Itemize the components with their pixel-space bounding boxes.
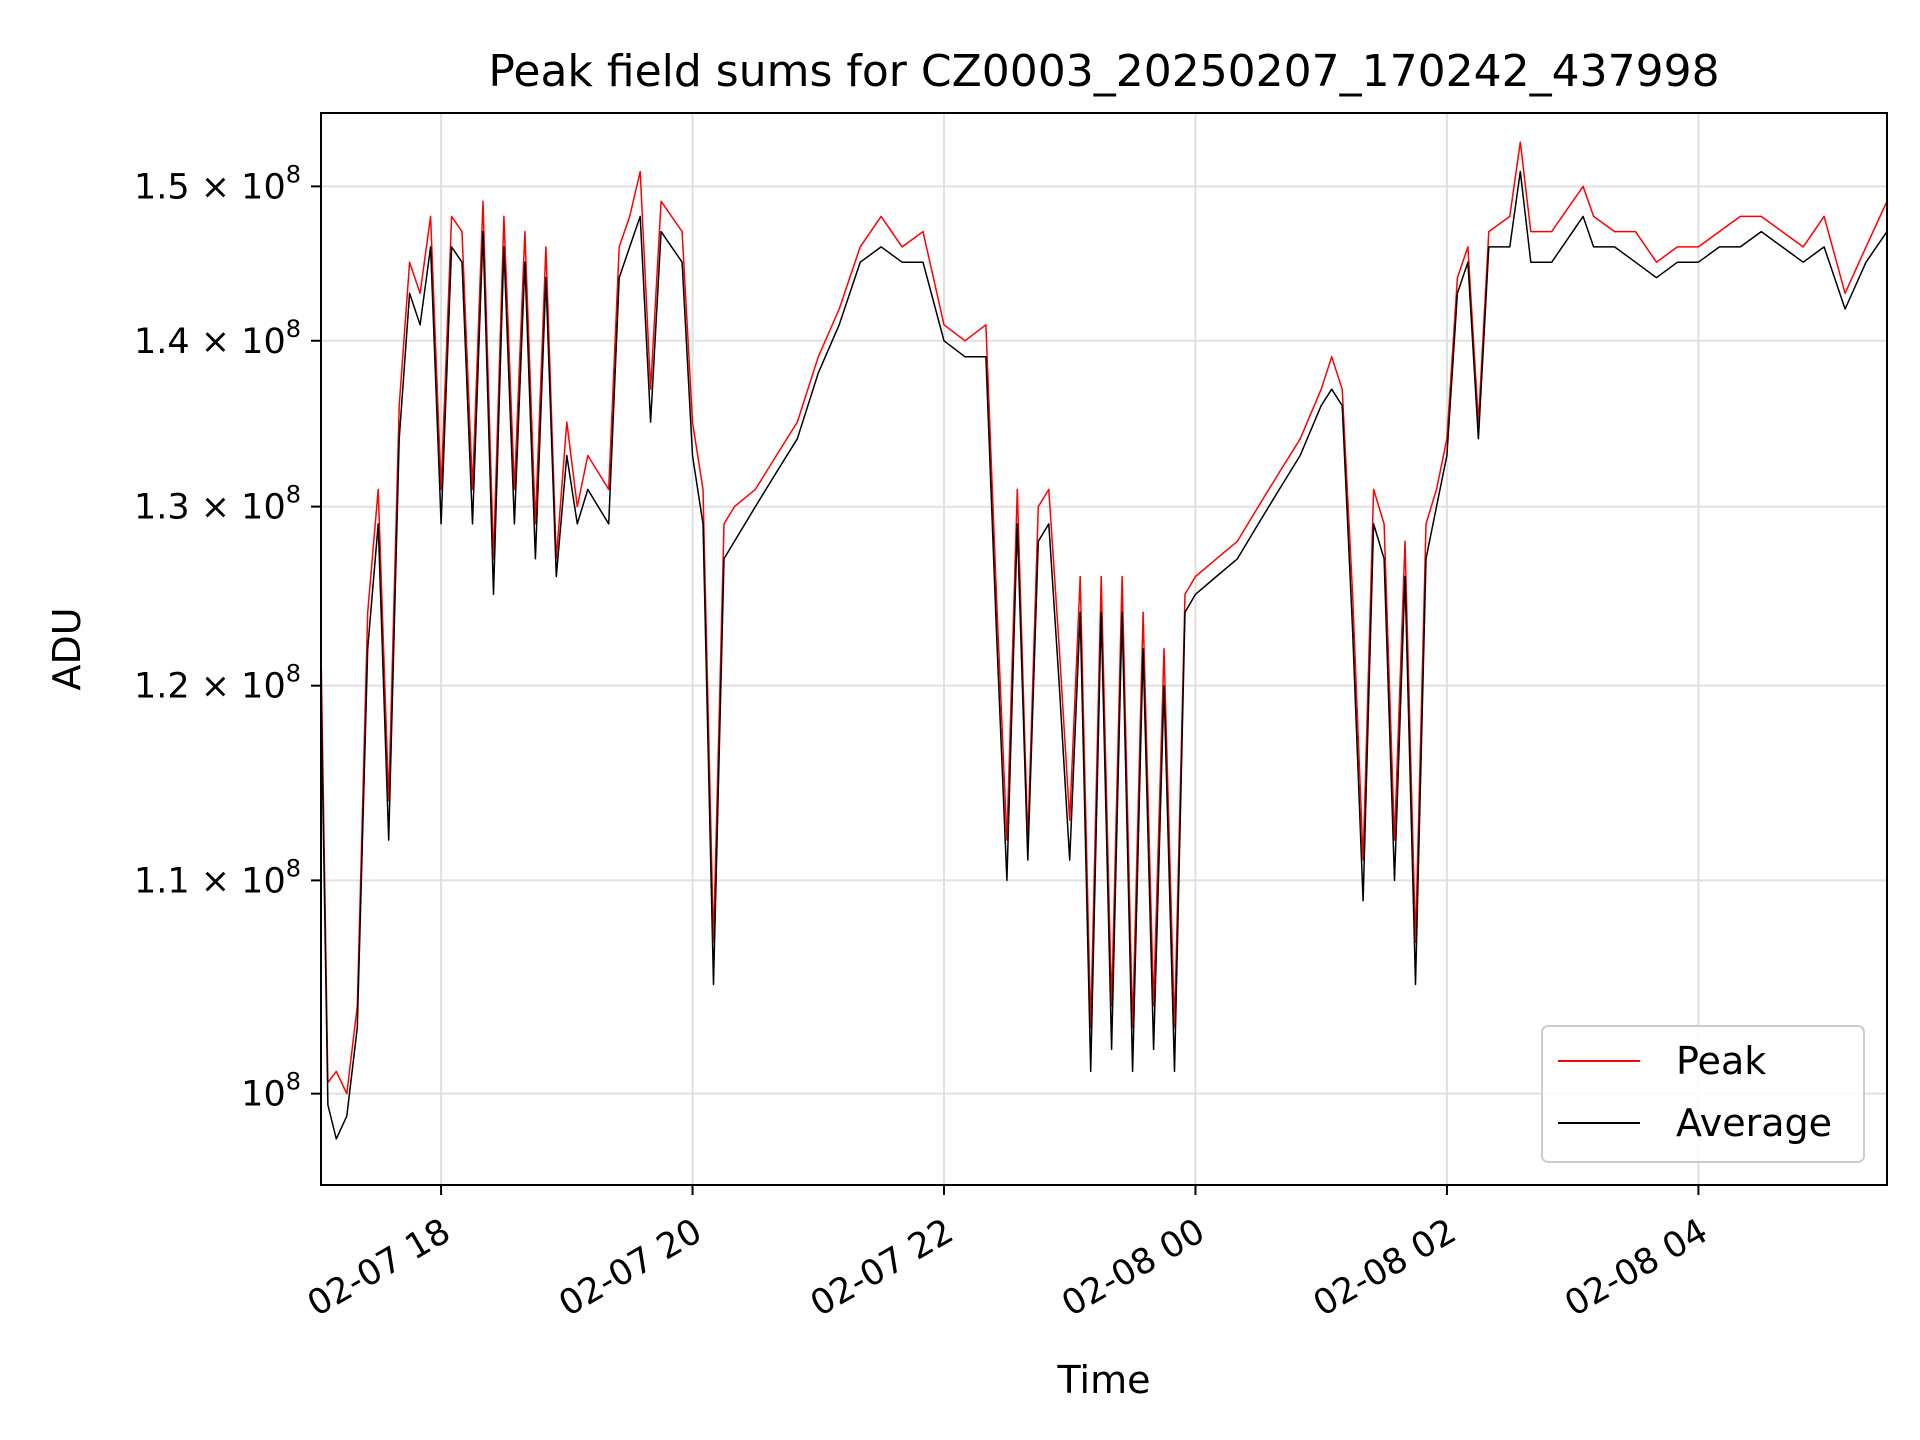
y-tick-mantissa: 1.3 × 10 bbox=[134, 488, 286, 528]
y-tick-mantissa: 10 bbox=[241, 1075, 286, 1115]
chart-title: Peak field sums for CZ0003_20250207_1702… bbox=[488, 46, 1719, 97]
series-line-average bbox=[321, 170, 1887, 1140]
y-tick-label: 1.4 × 108 bbox=[134, 315, 301, 362]
legend-label-peak: Peak bbox=[1676, 1039, 1766, 1083]
series-line-peak bbox=[321, 141, 1887, 1095]
x-axis-label: Time bbox=[1057, 1358, 1151, 1402]
y-tick-exponent: 8 bbox=[286, 160, 301, 188]
y-tick-exponent: 8 bbox=[286, 854, 301, 882]
y-axis-label: ADU bbox=[45, 607, 89, 690]
y-tick-label: 108 bbox=[241, 1068, 301, 1115]
y-tick-exponent: 8 bbox=[286, 1068, 301, 1096]
y-tick-label: 1.3 × 108 bbox=[134, 481, 301, 528]
y-tick-exponent: 8 bbox=[286, 660, 301, 688]
y-tick-label: 1.2 × 108 bbox=[134, 660, 301, 707]
legend-label-average: Average bbox=[1676, 1101, 1832, 1145]
y-tick-exponent: 8 bbox=[286, 315, 301, 343]
plot-lines bbox=[321, 141, 1887, 1140]
y-tick-label: 1.5 × 108 bbox=[134, 160, 301, 207]
y-tick-mantissa: 1.1 × 10 bbox=[134, 861, 286, 901]
y-tick-mantissa: 1.2 × 10 bbox=[134, 667, 286, 707]
plot-frame bbox=[320, 112, 1888, 1186]
y-tick-mantissa: 1.4 × 10 bbox=[134, 322, 286, 362]
y-tick-label: 1.1 × 108 bbox=[134, 854, 301, 901]
legend: Peak Average bbox=[1541, 1025, 1865, 1163]
y-tick-mantissa: 1.5 × 10 bbox=[134, 167, 286, 207]
y-tick-exponent: 8 bbox=[286, 481, 301, 509]
